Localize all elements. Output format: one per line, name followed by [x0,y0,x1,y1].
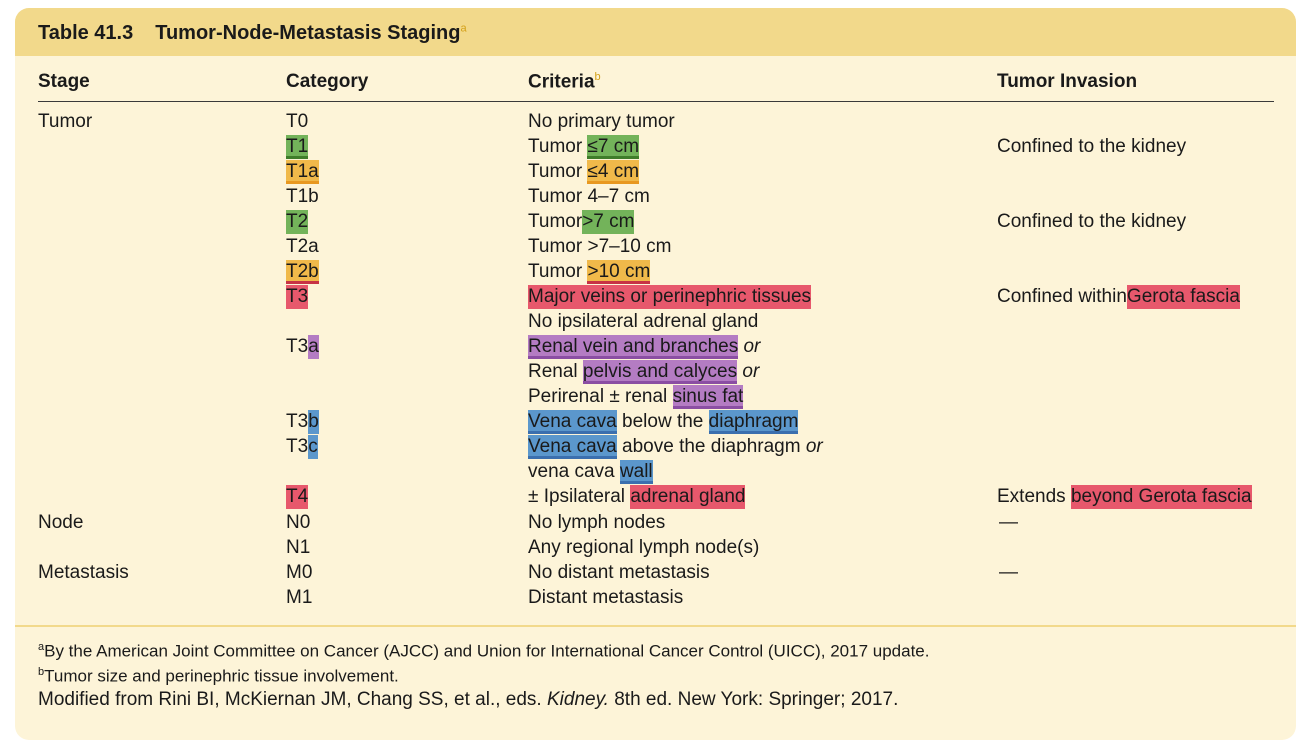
stage-tumor: Tumor [38,111,93,132]
criteria-cell: ± Ipsilateral adrenal gland [528,485,746,509]
category-cell: N0 [286,512,311,533]
criteria-cell: No distant metastasis [528,562,710,583]
category-cell: T2 [286,210,309,234]
footnote-a: aBy the American Joint Committee on Canc… [38,641,930,661]
table-card: Table 41.3 Tumor-Node-Metastasis Staginga… [15,8,1296,740]
header-tumor-invasion: Tumor Invasion [997,71,1138,92]
category-cell: M0 [286,562,313,583]
category-cell: T0 [286,111,309,132]
header-criteria: Criteriab [528,71,601,93]
table-title-text: Tumor-Node-Metastasis Staging [155,22,461,44]
criteria-cell: Tumor ≤7 cm [528,135,640,159]
category-cell: T1b [286,186,319,207]
category-cell: T1a [286,160,319,184]
criteria-cell: Tumor >7–10 cm [528,236,672,257]
category-cell: T3c [286,435,318,459]
category-cell: T2b [286,260,319,284]
category-cell: T1 [286,135,309,159]
criteria-cell: Vena cava below the diaphragm [528,410,799,434]
invasion-cell: Confined to the kidney [997,136,1187,157]
title-bar: Table 41.3 Tumor-Node-Metastasis Staginga [15,8,1296,56]
category-cell: T3 [286,285,309,309]
criteria-cell: vena cava wall [528,460,653,484]
criteria-cell: Renal pelvis and calyces or [528,360,760,384]
invasion-cell: Extends beyond Gerota fascia [997,485,1252,509]
criteria-cell: Any regional lymph node(s) [528,537,760,558]
table-title: Table 41.3 Tumor-Node-Metastasis Staginga [38,22,467,45]
criteria-cell: Vena cava above the diaphragm or [528,435,823,459]
header-stage: Stage [38,71,90,92]
criteria-cell: Distant metastasis [528,587,684,608]
footnote-b: bTumor size and perinephric tissue invol… [38,666,399,686]
footnote-rule [15,625,1296,627]
source-citation: Modified from Rini BI, McKiernan JM, Cha… [38,689,899,710]
category-cell: N1 [286,537,311,558]
criteria-cell: No ipsilateral adrenal gland [528,311,759,332]
invasion-cell: — [999,512,1018,533]
table-number: Table 41.3 [38,22,134,44]
invasion-cell: Confined withinGerota fascia [997,285,1240,309]
invasion-cell: Confined to the kidney [997,211,1187,232]
footnote-marker-a: a [460,22,467,35]
category-cell: T2a [286,236,319,257]
invasion-cell: — [999,562,1018,583]
header-rule [38,101,1274,102]
criteria-cell: Tumor ≤4 cm [528,160,640,184]
category-cell: T4 [286,485,309,509]
criteria-cell: Renal vein and branches or [528,335,761,359]
category-cell: T3a [286,335,319,359]
criteria-cell: Tumor >10 cm [528,260,651,284]
header-category: Category [286,71,369,92]
category-cell: T3b [286,410,319,434]
stage-metastasis: Metastasis [38,562,129,583]
criteria-cell: Major veins or perinephric tissues [528,285,812,309]
criteria-cell: Tumor>7 cm [528,210,635,234]
stage-node: Node [38,512,84,533]
criteria-cell: Tumor 4–7 cm [528,186,650,207]
criteria-cell: Perirenal ± renal sinus fat [528,385,744,409]
category-cell: M1 [286,587,313,608]
criteria-cell: No lymph nodes [528,512,666,533]
criteria-cell: No primary tumor [528,111,675,132]
